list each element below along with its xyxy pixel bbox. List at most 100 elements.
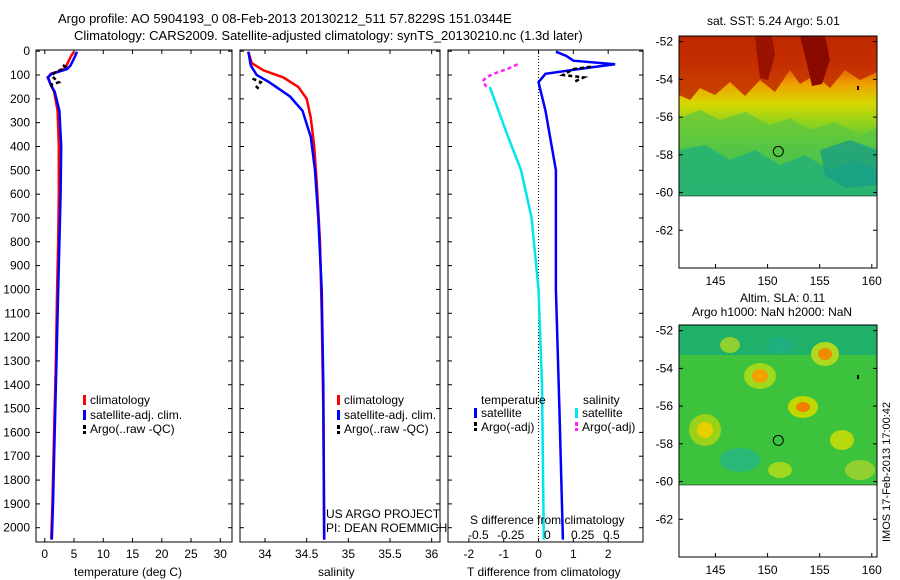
y-tick-label: 1800 xyxy=(3,473,30,487)
map-y-tick-label: -52 xyxy=(656,324,674,338)
argo-position-marker xyxy=(772,145,784,157)
map-y-tick-label: -54 xyxy=(656,72,674,86)
map-y-tick-label: -58 xyxy=(656,148,674,162)
x-tick-label: 20 xyxy=(155,547,169,561)
y-tick-label: 1300 xyxy=(3,354,30,368)
y-tick-label: 700 xyxy=(10,211,30,225)
map-y-tick-label: -52 xyxy=(656,35,674,49)
series-line xyxy=(488,86,546,540)
sst-map-title: sat. SST: 5.24 Argo: 5.01 xyxy=(707,14,840,28)
x-tick-label: 35.5 xyxy=(378,547,402,561)
legend-climatology-swatch xyxy=(337,395,340,405)
sla-map-ticks: 145 150 155 160 -52 -54 -56 -58 -60 -62 xyxy=(656,324,882,577)
temperature-axes-frame xyxy=(35,49,233,543)
series-line xyxy=(46,51,79,540)
salinity-ticks: 34 34.5 35 35.5 36 xyxy=(240,50,440,561)
y-tick-label: 800 xyxy=(10,235,30,249)
x-tick-label: 36 xyxy=(425,547,439,561)
credit-line2: PI: DEAN ROEMMICH xyxy=(326,521,447,535)
difference-panel: -2 -1 0 1 2 S difference from climatology -0… xyxy=(447,49,644,579)
map-x-tick-label: 145 xyxy=(705,274,725,288)
title-line2: Climatology: CARS2009. Satellite-adjuste… xyxy=(74,28,583,43)
y-tick-label: 1700 xyxy=(3,449,30,463)
sla-map-title-line2: Argo h1000: NaN h2000: NaN xyxy=(692,305,852,319)
x-tick-label: 1 xyxy=(570,547,577,561)
x-tick-label: 10 xyxy=(97,547,111,561)
argo-position-marker xyxy=(772,434,784,446)
series-line xyxy=(252,77,263,91)
map-y-tick-label: -62 xyxy=(656,223,674,237)
y-tick-label: 1900 xyxy=(3,497,30,511)
salinity-profiles xyxy=(247,51,326,540)
map-y-tick-label: -60 xyxy=(656,186,674,200)
map-x-tick-label: 155 xyxy=(810,274,830,288)
x-tick-label: 15 xyxy=(126,547,140,561)
series-line xyxy=(49,63,68,90)
map-y-tick-label: -62 xyxy=(656,512,674,526)
y-tick-label: 500 xyxy=(10,163,30,177)
legend-argo: Argo(..raw -QC) xyxy=(90,422,175,436)
x-tick-label: 25 xyxy=(184,547,198,561)
y-tick-label: 1000 xyxy=(3,282,30,296)
y-tick-label: 300 xyxy=(10,116,30,130)
y-tick-label: 1100 xyxy=(4,306,30,320)
temperature-ticks: 0 5 10 15 20 25 30 xyxy=(36,50,232,561)
legend-temperature-title: temperature xyxy=(481,393,546,407)
map-x-tick-label: 160 xyxy=(862,563,882,577)
map-y-tick-label: -56 xyxy=(656,399,674,413)
map-y-tick-label: -58 xyxy=(656,437,674,451)
map-x-tick-label: 150 xyxy=(758,274,778,288)
salinity-xlabel: salinity xyxy=(318,565,355,579)
s-tick: -0.25 xyxy=(497,528,525,542)
difference-legend: temperature salinity satellite Argo(-adj… xyxy=(474,393,635,434)
sst-map: sat. SST: 5.24 Argo: 5.01 145 150 155 160 -5… xyxy=(656,14,882,288)
y-tick-label: 2000 xyxy=(3,521,30,535)
y-tick-label: 1400 xyxy=(3,378,30,392)
legend-satellite-swatch xyxy=(83,410,86,420)
x-tick-label: 30 xyxy=(214,547,228,561)
y-tick-label: 1600 xyxy=(3,425,30,439)
x-tick-label: 2 xyxy=(605,547,612,561)
legend-s-satellite: satellite xyxy=(582,406,623,420)
x-tick-label: 34 xyxy=(258,547,272,561)
legend-s-argo-swatch xyxy=(575,422,578,426)
y-tick-label: 100 xyxy=(10,68,30,82)
sst-axes-frame xyxy=(678,35,878,269)
y-tick-label: 900 xyxy=(10,259,30,273)
x-tick-label: -1 xyxy=(498,547,509,561)
series-line xyxy=(558,65,591,84)
depth-ticks: 0 100 200 300 400 500 600 700 800 900 1000 1100 1200… xyxy=(3,44,30,535)
legend-argo-swatch xyxy=(337,425,340,429)
salinity-axes-frame xyxy=(239,49,441,543)
x-tick-label: 0 xyxy=(535,547,542,561)
y-tick-label: 600 xyxy=(10,187,30,201)
map-y-tick-label: -54 xyxy=(656,361,674,375)
legend-satellite: satellite-adj. clim. xyxy=(90,408,182,422)
sla-map: Altim. SLA: 0.11 Argo h1000: NaN h2000: … xyxy=(656,291,882,577)
legend-t-argo-swatch xyxy=(474,422,477,426)
title-line1: Argo profile: AO 5904193_0 08-Feb-2013 2… xyxy=(58,11,512,26)
salinity-panel: 34 34.5 35 35.5 36 salinity climatology sate… xyxy=(239,49,447,579)
s-tick: -0.5 xyxy=(468,528,489,542)
temperature-panel: 0100200300400500600700800900100011001200… xyxy=(3,44,233,579)
temperature-xlabel: temperature (deg C) xyxy=(74,565,182,579)
legend-argo-swatch xyxy=(83,425,86,429)
series-line xyxy=(247,51,326,540)
map-x-tick-label: 155 xyxy=(810,563,830,577)
y-tick-label: 200 xyxy=(10,92,30,106)
y-tick-label: 1200 xyxy=(3,330,30,344)
sst-map-ticks: 145 150 155 160 -52 -54 -56 -58 -60 -62 xyxy=(656,35,882,288)
y-tick-label: 0 xyxy=(23,44,30,58)
legend-s-satellite-swatch xyxy=(575,408,578,418)
difference-profiles xyxy=(481,50,616,540)
legend-satellite: satellite-adj. clim. xyxy=(344,408,436,422)
series-line xyxy=(481,63,519,88)
map-x-tick-label: 145 xyxy=(705,563,725,577)
series-line xyxy=(247,51,326,540)
x-tick-label: 0 xyxy=(41,547,48,561)
sla-field xyxy=(679,325,877,485)
sla-map-title-line1: Altim. SLA: 0.11 xyxy=(740,291,825,305)
legend-climatology-swatch xyxy=(83,395,86,405)
legend-argo-swatch2 xyxy=(83,431,86,434)
argo-track-mark xyxy=(857,375,859,379)
